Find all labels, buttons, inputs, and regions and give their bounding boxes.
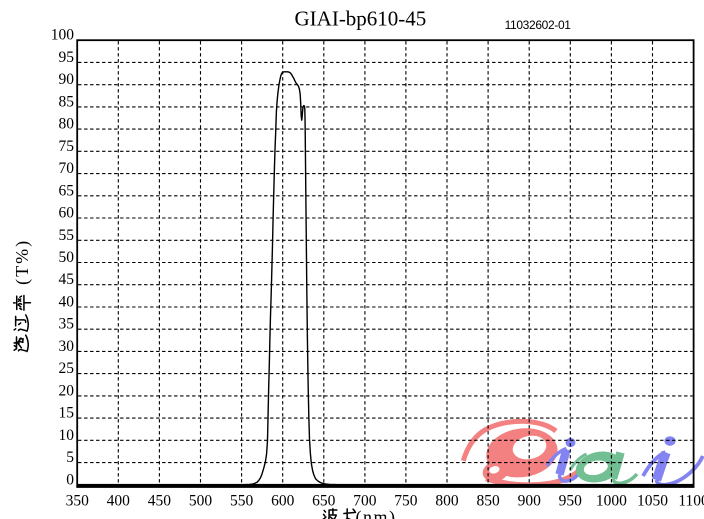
svg-text:500: 500 bbox=[189, 493, 213, 510]
svg-text:90: 90 bbox=[59, 71, 75, 88]
svg-text:450: 450 bbox=[148, 493, 172, 510]
svg-text:400: 400 bbox=[107, 493, 131, 510]
svg-text:75: 75 bbox=[59, 138, 75, 155]
svg-text:25: 25 bbox=[59, 360, 75, 377]
svg-text:30: 30 bbox=[59, 338, 75, 355]
svg-text:350: 350 bbox=[66, 493, 90, 510]
svg-text:11032602-01: 11032602-01 bbox=[505, 18, 572, 32]
svg-text:1050: 1050 bbox=[637, 493, 668, 510]
svg-text:35: 35 bbox=[59, 316, 75, 333]
svg-text:750: 750 bbox=[394, 493, 418, 510]
svg-text:(nm): (nm) bbox=[356, 507, 397, 519]
svg-text:55: 55 bbox=[59, 227, 75, 244]
svg-text:65: 65 bbox=[59, 182, 75, 199]
svg-text:70: 70 bbox=[59, 160, 75, 177]
svg-text:650: 650 bbox=[312, 493, 336, 510]
svg-text:5: 5 bbox=[66, 449, 74, 466]
svg-text:700: 700 bbox=[353, 493, 377, 510]
svg-text:550: 550 bbox=[230, 493, 254, 510]
svg-text:85: 85 bbox=[59, 93, 75, 110]
svg-text:600: 600 bbox=[271, 493, 295, 510]
svg-text:15: 15 bbox=[59, 405, 75, 422]
svg-text:GIAI-bp610-45: GIAI-bp610-45 bbox=[295, 7, 427, 31]
svg-text:80: 80 bbox=[59, 116, 75, 133]
svg-text:1100: 1100 bbox=[678, 493, 704, 510]
svg-text:40: 40 bbox=[59, 294, 75, 311]
svg-text:100: 100 bbox=[51, 27, 75, 44]
svg-text:45: 45 bbox=[59, 271, 75, 288]
svg-text:1000: 1000 bbox=[596, 493, 627, 510]
svg-text:950: 950 bbox=[559, 493, 583, 510]
svg-text:20: 20 bbox=[59, 382, 75, 399]
svg-text:850: 850 bbox=[476, 493, 500, 510]
svg-text:60: 60 bbox=[59, 205, 75, 222]
svg-text:95: 95 bbox=[59, 49, 75, 66]
svg-text:900: 900 bbox=[518, 493, 542, 510]
svg-text:800: 800 bbox=[435, 493, 459, 510]
svg-text:0: 0 bbox=[66, 471, 74, 488]
svg-text:(T%): (T%) bbox=[12, 239, 33, 285]
svg-text:10: 10 bbox=[59, 427, 75, 444]
svg-text:50: 50 bbox=[59, 249, 75, 266]
